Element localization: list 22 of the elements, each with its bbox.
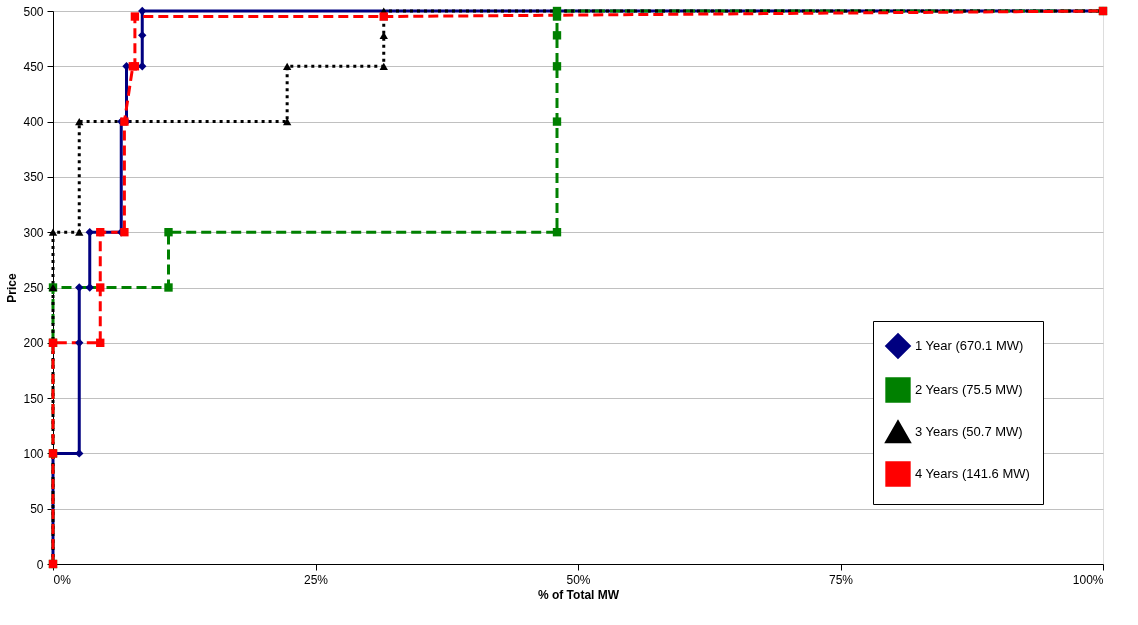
y-tick-label: 50: [30, 502, 44, 517]
legend-label: 2 Years (75.5 MW): [915, 382, 1023, 397]
x-tick-label: 0%: [53, 572, 72, 587]
y-tick-label: 450: [23, 59, 44, 74]
y-tick-label: 150: [23, 391, 44, 406]
legend-label: 1 Year (670.1 MW): [915, 338, 1024, 353]
x-axis-title: % of Total MW: [537, 587, 620, 602]
x-tick-label: 25%: [303, 572, 329, 587]
y-tick-label: 400: [23, 115, 44, 130]
x-tick-label: 100%: [1072, 572, 1104, 587]
legend-label: 3 Years (50.7 MW): [915, 424, 1023, 439]
y-tick-label: 250: [23, 281, 44, 295]
y-tick-label: 350: [23, 170, 44, 185]
y-tick-label: 500: [23, 4, 44, 19]
x-tick-label: 50%: [566, 572, 591, 587]
y-tick-label: 300: [23, 225, 44, 240]
y-tick-label: 200: [23, 336, 44, 351]
y-tick-label: 100: [23, 446, 44, 461]
y-tick-label: 0: [36, 557, 44, 572]
legend-label: 4 Years (141.6 MW): [915, 466, 1030, 481]
x-tick-label: 75%: [828, 572, 854, 587]
y-axis-title: Price: [5, 273, 20, 303]
